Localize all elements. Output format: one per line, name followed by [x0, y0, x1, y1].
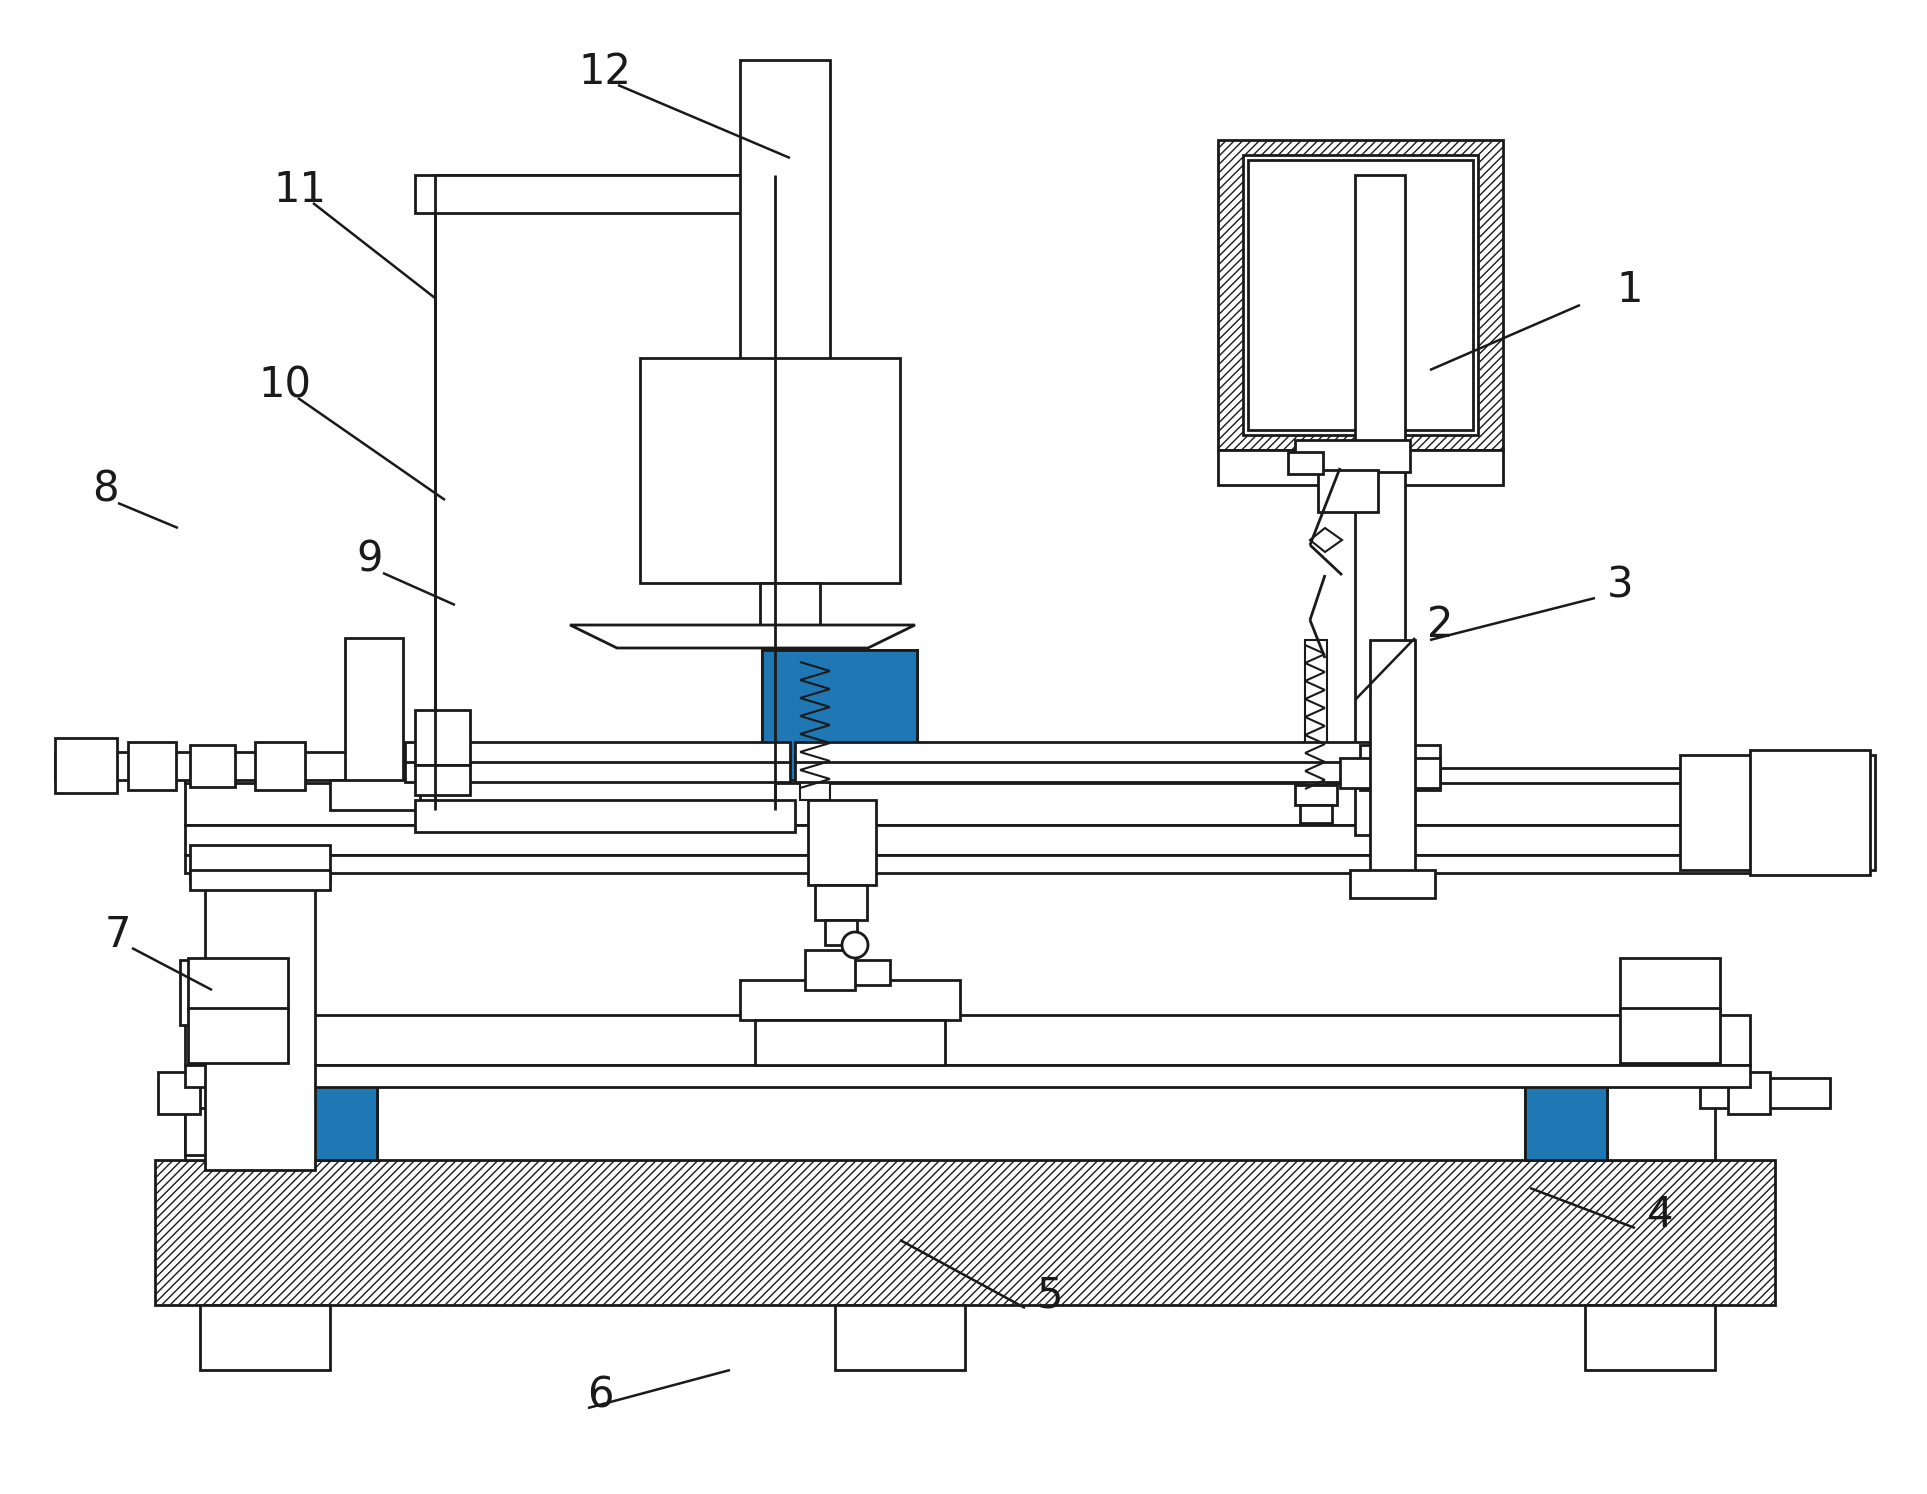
Bar	[761, 650, 917, 780]
Bar	[191, 870, 330, 890]
Bar	[405, 743, 790, 762]
Bar	[1287, 453, 1324, 474]
Bar	[807, 799, 877, 884]
Bar	[640, 359, 900, 583]
Bar	[1339, 757, 1439, 787]
Bar	[1700, 1079, 1831, 1109]
Bar	[56, 751, 380, 780]
Bar	[158, 1073, 200, 1115]
Bar	[185, 768, 1750, 783]
Bar	[127, 743, 175, 790]
Bar	[800, 660, 831, 799]
Text: 7: 7	[104, 914, 131, 956]
Bar	[777, 648, 804, 668]
Text: 9: 9	[356, 539, 383, 581]
Text: 5: 5	[1037, 1274, 1064, 1316]
Bar	[345, 638, 403, 783]
Text: 4: 4	[1648, 1194, 1673, 1236]
Bar	[295, 1058, 378, 1159]
Bar	[1750, 750, 1869, 875]
Bar	[56, 738, 118, 793]
Bar	[414, 799, 796, 832]
Bar	[154, 1159, 1775, 1304]
Bar	[761, 650, 917, 780]
Bar	[1621, 1008, 1721, 1064]
Text: 1: 1	[1617, 269, 1644, 311]
Bar	[1249, 160, 1472, 430]
Bar	[805, 950, 856, 991]
Bar	[254, 743, 304, 790]
Bar	[1218, 450, 1503, 486]
Bar	[1729, 1073, 1771, 1115]
Bar	[200, 1304, 330, 1370]
Bar	[204, 861, 314, 1170]
Bar	[740, 980, 960, 1020]
Bar	[189, 1008, 287, 1064]
Polygon shape	[1310, 527, 1341, 551]
Bar	[1243, 155, 1478, 435]
Bar	[1318, 471, 1378, 512]
Bar	[185, 1014, 1750, 1065]
Circle shape	[842, 932, 867, 958]
Bar	[414, 175, 796, 214]
Bar	[185, 1076, 339, 1159]
Bar	[185, 855, 1750, 872]
Bar	[295, 1058, 378, 1159]
Bar	[1524, 1058, 1607, 1159]
Bar	[815, 884, 867, 920]
Bar	[1561, 1076, 1715, 1159]
Bar	[1680, 754, 1875, 870]
Bar	[179, 961, 266, 1025]
Bar	[414, 765, 470, 795]
Bar	[1351, 870, 1436, 898]
Bar	[1218, 140, 1503, 450]
Bar	[405, 760, 790, 781]
Bar	[1355, 175, 1405, 835]
Bar	[191, 846, 330, 880]
Bar	[834, 1304, 965, 1370]
Bar	[1370, 639, 1414, 880]
Bar	[796, 760, 1386, 781]
Bar	[1305, 639, 1328, 784]
Bar	[436, 175, 775, 810]
Bar	[185, 1065, 1750, 1088]
Bar	[185, 780, 1750, 825]
Text: 12: 12	[578, 51, 632, 93]
Bar	[755, 1020, 944, 1065]
Bar	[1360, 746, 1439, 790]
Text: 3: 3	[1607, 565, 1634, 607]
Text: 2: 2	[1426, 604, 1453, 645]
Bar	[330, 780, 420, 810]
Bar	[740, 60, 831, 390]
Bar	[414, 710, 470, 765]
Bar	[185, 825, 1750, 855]
Bar	[166, 1079, 301, 1109]
Bar	[825, 920, 858, 946]
Text: 10: 10	[258, 365, 312, 406]
Bar	[189, 958, 287, 1010]
Bar	[809, 961, 890, 985]
Bar	[759, 583, 821, 642]
Bar	[1295, 784, 1337, 805]
Polygon shape	[570, 624, 915, 648]
Bar	[1524, 1058, 1607, 1159]
Bar	[1301, 805, 1332, 823]
Bar	[1621, 958, 1721, 1010]
Text: 8: 8	[92, 469, 118, 511]
Bar	[1586, 1304, 1715, 1370]
Bar	[796, 743, 1386, 762]
Bar	[185, 1080, 304, 1155]
Bar	[1295, 441, 1411, 472]
Text: 6: 6	[586, 1374, 613, 1416]
Bar	[191, 746, 235, 787]
Text: 11: 11	[274, 169, 326, 211]
